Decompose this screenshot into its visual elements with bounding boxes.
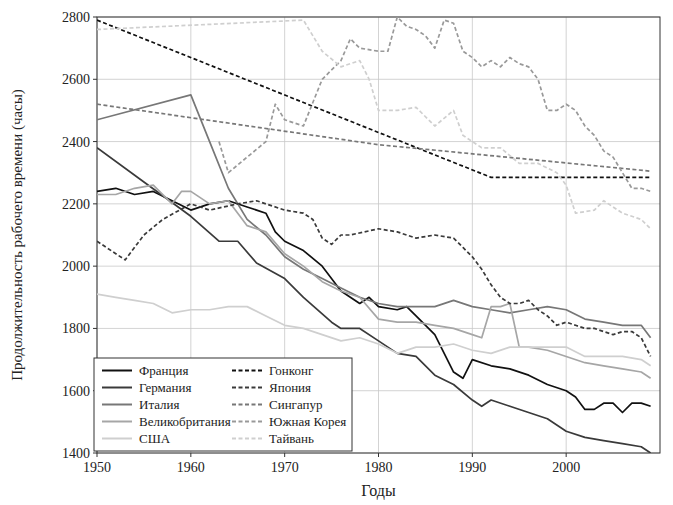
legend-swatch (232, 370, 262, 372)
y-tick-label: 1600 (62, 384, 90, 399)
legend-label: США (139, 431, 171, 446)
series-group (97, 17, 651, 453)
legend-swatch (102, 387, 132, 389)
y-tick (93, 328, 97, 329)
y-tick-label: 1800 (62, 321, 90, 336)
x-tick-label: 1980 (365, 460, 393, 475)
legend-label: Италия (139, 397, 180, 412)
legend-swatch (232, 421, 262, 423)
grid (97, 17, 660, 453)
y-tick-label: 1400 (62, 446, 90, 461)
legend-label: Япония (269, 380, 311, 395)
y-tick-label: 2200 (62, 197, 90, 212)
x-tick (190, 453, 191, 457)
y-tick (93, 17, 97, 18)
legend-swatch (102, 370, 132, 372)
y-tick-label: 2800 (62, 10, 90, 25)
legend-swatch (102, 438, 132, 440)
x-grid-line (472, 17, 473, 453)
legend-label: Сингапур (269, 397, 322, 412)
x-tick (284, 453, 285, 457)
legend-box (94, 358, 352, 451)
x-tick (378, 453, 379, 457)
legend-swatch (232, 387, 262, 389)
series-line (97, 95, 651, 338)
legend-label: Франция (139, 363, 188, 378)
y-tick (93, 453, 97, 454)
legend-swatch (232, 404, 262, 406)
y-tick (93, 203, 97, 204)
y-tick-label: 2600 (62, 72, 90, 87)
legend-label: Тайвань (269, 431, 314, 446)
x-tick (566, 453, 567, 457)
x-tick (97, 453, 98, 457)
x-tick-label: 1960 (177, 460, 205, 475)
x-grid-line (378, 17, 379, 453)
x-tick-label: 1950 (83, 460, 111, 475)
x-tick-label: 1990 (458, 460, 486, 475)
y-tick-label: 2000 (62, 259, 90, 274)
x-axis-label: Годы (361, 482, 396, 500)
y-tick (93, 266, 97, 267)
series-line (97, 185, 651, 378)
y-tick-label: 2400 (62, 135, 90, 150)
x-tick (472, 453, 473, 457)
legend-label: Южная Корея (269, 414, 346, 429)
x-tick-label: 2000 (552, 460, 580, 475)
y-axis-label: Продолжительность рабочего времени (часы… (9, 89, 26, 381)
legend-label: Гонконг (269, 363, 313, 378)
series-line (219, 17, 651, 191)
x-grid-line (566, 17, 567, 453)
series-line (97, 201, 651, 357)
legend: Франция Германия Италия Великобритания США Го… (94, 358, 352, 451)
y-tick (93, 141, 97, 142)
legend-swatch (102, 404, 132, 406)
series-line (97, 104, 651, 171)
series-line (97, 20, 651, 229)
legend-swatch (102, 421, 132, 423)
y-tick (93, 79, 97, 80)
series-line (97, 20, 651, 177)
series-line (97, 294, 651, 366)
x-tick-label: 1970 (271, 460, 299, 475)
legend-label: Великобритания (139, 414, 231, 429)
chart: 1400 1600 1800 2000 2200 2400 2600 2800 1950 1960… (0, 0, 673, 505)
legend-swatch (232, 438, 262, 440)
axes: 1400 1600 1800 2000 2200 2400 2600 2800 1950 1960… (62, 10, 580, 475)
plot-frame (97, 17, 660, 453)
legend-label: Германия (139, 380, 191, 395)
